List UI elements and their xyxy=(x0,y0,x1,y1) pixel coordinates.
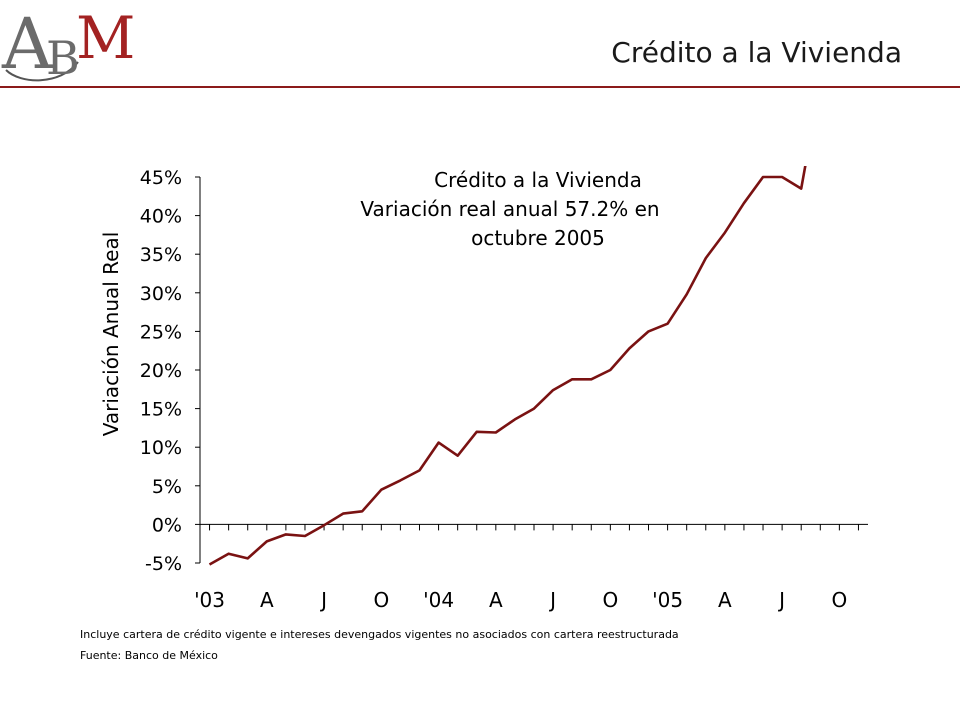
y-tick-label: 30% xyxy=(140,283,182,305)
x-tick-label: '04 xyxy=(423,588,454,612)
y-axis: -5% 0% 5% 10% 15% 20% 25% 30% 35% 40% 45% xyxy=(140,167,201,575)
x-tick-label: A xyxy=(489,588,503,612)
y-axis-label: Variación Anual Real xyxy=(99,232,123,437)
y-tick-label: 40% xyxy=(140,206,182,228)
x-tick-label: O xyxy=(373,588,389,612)
logo-letter-a: A xyxy=(1,3,54,85)
x-tick-label: J xyxy=(319,588,327,612)
footnote: Incluye cartera de crédito vigente e int… xyxy=(80,628,679,641)
x-tick-label: J xyxy=(777,588,785,612)
logo-swoosh xyxy=(5,61,79,82)
x-tick-label: '05 xyxy=(652,588,683,612)
y-tick-label: 45% xyxy=(140,167,182,189)
x-tick-label: '03 xyxy=(194,588,225,612)
x-tick-label: O xyxy=(602,588,618,612)
y-tick-label: -5% xyxy=(145,553,182,575)
y-tick-label: 0% xyxy=(152,514,182,536)
y-tick-label: 15% xyxy=(140,399,182,421)
x-tick-label: A xyxy=(718,588,732,612)
chart-title-line-2: Variación real anual 57.2% en xyxy=(360,197,659,221)
abm-logo: A B M xyxy=(1,3,135,85)
logo-letter-m: M xyxy=(76,4,135,72)
chart-title-line-3: octubre 2005 xyxy=(471,226,605,250)
y-tick-label: 35% xyxy=(140,244,182,266)
y-tick-label: 5% xyxy=(152,476,182,498)
y-tick-label: 10% xyxy=(140,437,182,459)
y-tick-label: 25% xyxy=(140,321,182,343)
header-divider xyxy=(0,86,960,88)
series-line xyxy=(208,166,807,566)
x-tick-label: J xyxy=(548,588,556,612)
slide-title: Crédito a la Vivienda xyxy=(611,36,902,69)
chart-title-line-1: Crédito a la Vivienda xyxy=(434,168,642,192)
logo-letter-b: B xyxy=(46,31,80,85)
x-axis: '03 A J O '04 A J O '05 A J O xyxy=(194,523,868,612)
chart-title: Crédito a la Vivienda Variación real anu… xyxy=(360,168,659,250)
y-tick-label: 20% xyxy=(140,360,182,382)
x-tick-label: O xyxy=(831,588,847,612)
series-layer xyxy=(208,166,807,566)
x-tick-label: A xyxy=(260,588,274,612)
source-note: Fuente: Banco de México xyxy=(80,649,218,662)
